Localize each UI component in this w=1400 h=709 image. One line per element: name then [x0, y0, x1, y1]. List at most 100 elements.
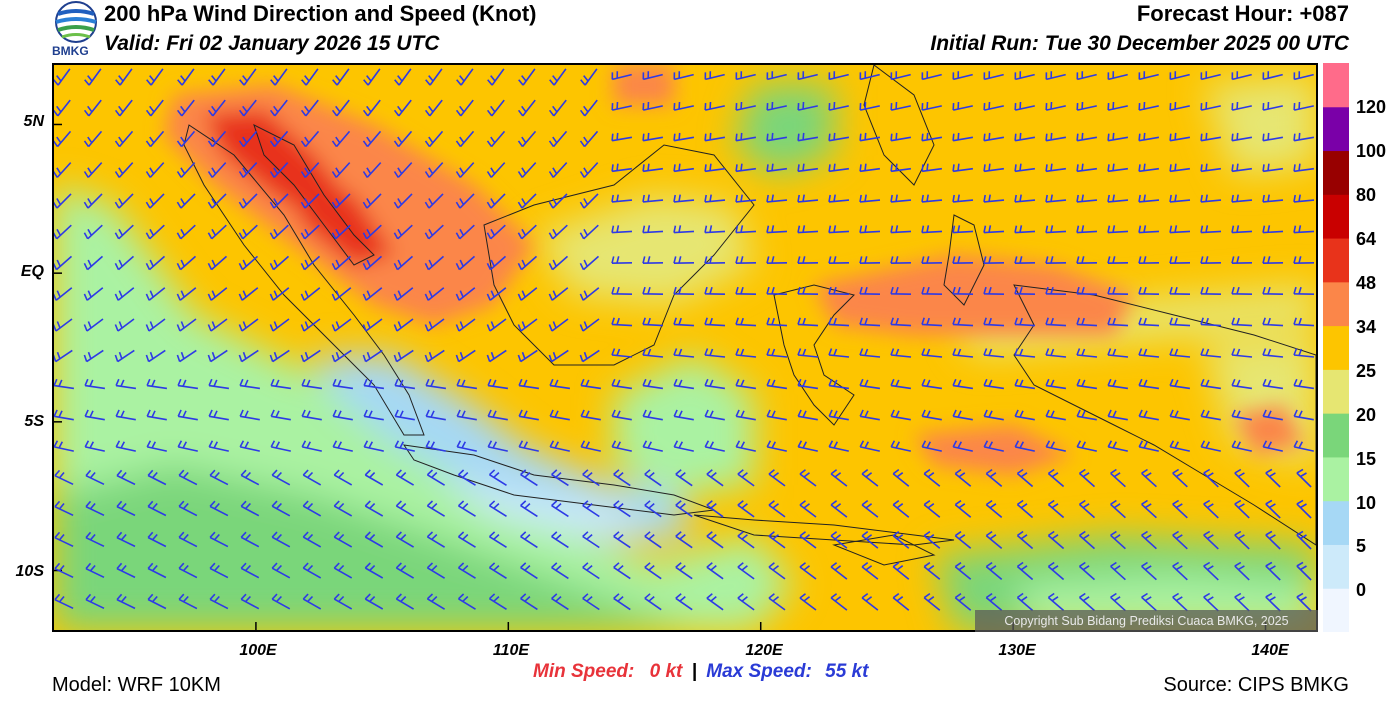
wind-barb [426, 469, 446, 486]
wind-barb [983, 163, 1005, 173]
wind-barb [799, 593, 817, 611]
wind-barb [116, 531, 136, 548]
wind-barb [828, 132, 850, 142]
wind-barb [768, 593, 786, 611]
wind-barb [613, 469, 631, 487]
wind-barb [1231, 378, 1253, 390]
wind-barb [1110, 592, 1126, 612]
wind-barb [1016, 592, 1034, 612]
wind-barb [363, 68, 381, 86]
wind-barb [1169, 163, 1191, 173]
wind-barb [1014, 163, 1036, 173]
wind-barb [673, 71, 694, 81]
wind-barb [828, 409, 849, 421]
wind-barb [952, 163, 974, 173]
wind-barb [548, 255, 569, 271]
wind-barb [1047, 499, 1065, 519]
wind-barb [548, 349, 569, 363]
wind-barb [115, 378, 137, 390]
colorbar-segment-5 [1323, 369, 1349, 414]
wind-barb [1076, 71, 1097, 81]
wind-barb [611, 317, 633, 327]
wind-barb [890, 409, 911, 421]
colorbar-label-0: 0 [1356, 580, 1367, 600]
wind-barb [828, 101, 849, 111]
wind-barb [1014, 101, 1035, 111]
wind-barb [1016, 499, 1034, 519]
wind-barb [114, 318, 135, 332]
wind-barb [983, 378, 1005, 390]
wind-barb [207, 318, 228, 332]
wind-barb [240, 469, 260, 486]
wind-barb [828, 378, 850, 390]
wind-barb [859, 71, 880, 81]
min-speed-label: Min Speed: [533, 661, 635, 682]
wind-barb [582, 593, 600, 611]
wind-barb [85, 469, 105, 486]
wind-barb [828, 317, 850, 327]
wind-barb [828, 348, 850, 358]
bmkg-logo: BMKG [50, 0, 102, 60]
wind-barb [1234, 530, 1250, 550]
wind-barb [1172, 499, 1188, 519]
wind-barb [704, 132, 726, 142]
wind-barb [673, 378, 695, 390]
wind-barb [455, 349, 476, 363]
wind-barb [828, 194, 850, 203]
wind-barb [548, 287, 569, 301]
wind-barb [54, 531, 74, 548]
wind-barb [890, 286, 912, 295]
wind-barb [269, 255, 290, 271]
wind-barb [1047, 592, 1065, 612]
wind-barb [270, 378, 292, 390]
wind-barb [424, 349, 445, 363]
wind-barb [1076, 256, 1098, 264]
wind-barb [145, 255, 166, 271]
wind-barb [1047, 561, 1065, 581]
wind-barb [270, 409, 291, 421]
wind-barb [673, 225, 695, 234]
wind-map[interactable] [52, 63, 1318, 632]
wind-barb [54, 409, 74, 421]
wind-barb [921, 163, 943, 173]
wind-barb [830, 562, 848, 580]
wind-barb [1045, 317, 1067, 327]
wind-barb [828, 71, 849, 81]
wind-barb [706, 593, 724, 611]
wind-barb [890, 225, 912, 234]
wind-barb [985, 561, 1003, 581]
wind-barb [766, 71, 787, 81]
wind-barb [797, 132, 819, 142]
wind-barb [1076, 348, 1098, 358]
wind-barb [892, 561, 910, 580]
wind-barb [394, 409, 415, 421]
wind-barb [706, 531, 724, 549]
wind-barb [1169, 286, 1191, 295]
wind-barb [426, 531, 446, 548]
wind-barb [395, 531, 415, 548]
wind-barb [1234, 499, 1250, 519]
wind-barb [1296, 530, 1312, 550]
wind-barb [797, 348, 819, 358]
wind-barb [362, 349, 383, 363]
wind-barb [735, 194, 757, 203]
wind-barb [1203, 530, 1219, 550]
wind-barb [1262, 286, 1284, 295]
wind-barb [364, 593, 384, 610]
wind-barb [579, 130, 599, 148]
wind-barb [83, 99, 102, 117]
wind-barb [859, 378, 881, 390]
wind-barb [549, 378, 571, 390]
wind-barb [952, 256, 974, 264]
wind-barb [487, 409, 508, 421]
wind-barb [145, 349, 166, 363]
wind-barb [269, 318, 290, 332]
wind-barb [178, 469, 198, 486]
wind-barb [890, 317, 912, 327]
wind-barb [395, 469, 415, 486]
wind-barb [1138, 409, 1159, 421]
wind-barb [983, 71, 1004, 81]
wind-barb [983, 286, 1005, 295]
wind-barb [952, 101, 973, 111]
bmkg-globe-logo-icon [55, 1, 97, 43]
